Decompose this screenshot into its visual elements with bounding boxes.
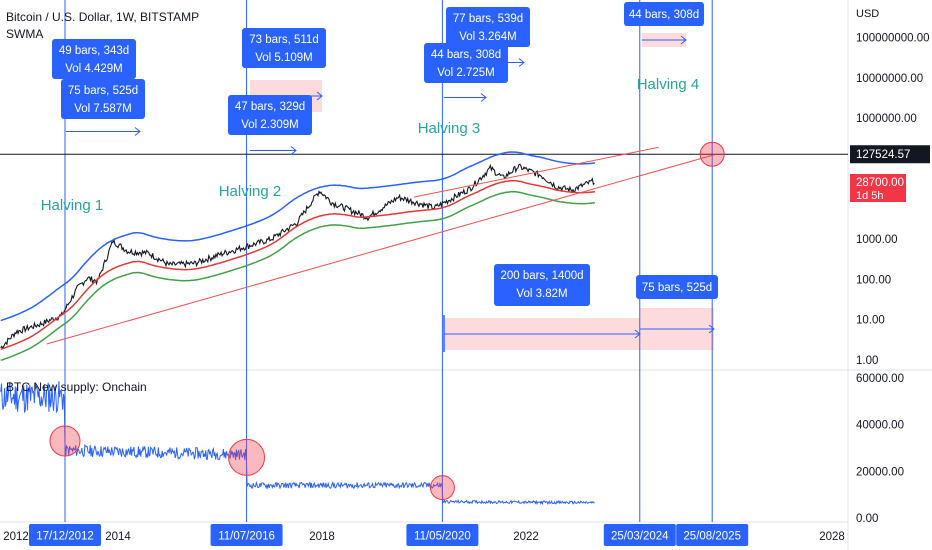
measure-range-arrowhead	[708, 324, 715, 334]
measure-box-line1: 200 bars, 1400d	[500, 270, 583, 282]
measure-range-arrowhead	[634, 329, 641, 339]
time-tick-label: 2012	[3, 531, 29, 543]
indicator-label: SWMA	[6, 27, 44, 41]
measure-box	[424, 43, 508, 83]
current-price-label: 28700.00	[856, 177, 904, 189]
price-tick-label: 1000.00	[856, 234, 898, 246]
supply-tick-label: 0.00	[856, 513, 878, 525]
measure-box-line1: 47 bars, 329d	[235, 101, 305, 113]
measure-box-line1: 73 bars, 511d	[249, 34, 318, 46]
measure-box-line1: 49 bars, 343d	[59, 45, 129, 57]
target-circle	[699, 141, 725, 167]
lower-pane-title: BTC New supply: Onchain	[6, 380, 147, 394]
date-tag-label: 11/07/2016	[218, 531, 275, 543]
measure-box-line2: Vol 2.309M	[241, 119, 299, 131]
middle-band-line	[0, 179, 595, 351]
measure-box-line2: Vol 7.587M	[74, 103, 132, 115]
halving-label: Halving 3	[418, 120, 481, 137]
price-tick-label: 100.00	[856, 274, 891, 286]
countdown-label: 1d 5h	[856, 190, 884, 202]
measure-box-line1: 75 bars, 525d	[68, 85, 138, 97]
measure-box-line2: Vol 3.82M	[516, 288, 567, 300]
measure-box	[494, 264, 590, 306]
measure-box	[61, 79, 145, 119]
measure-box	[624, 2, 704, 26]
measure-box	[228, 95, 312, 135]
measure-range-arrowhead	[134, 127, 141, 136]
date-tag	[406, 524, 479, 546]
trend-line-upper	[413, 146, 659, 198]
halving-circle	[49, 425, 81, 457]
upper-band-line	[0, 151, 596, 322]
date-tag	[210, 524, 283, 546]
halving-label: Halving 1	[41, 197, 104, 214]
price-tick-label: 1000000.00	[856, 113, 917, 125]
price-series	[0, 163, 595, 350]
measure-range-arrowhead	[480, 93, 487, 102]
supply-tick-label: 60000.00	[856, 373, 904, 385]
time-tick-label: 2018	[309, 531, 335, 543]
halving-label: Halving 2	[219, 183, 282, 200]
measure-box	[242, 28, 326, 68]
trend-line	[46, 154, 715, 345]
date-tag-label: 11/05/2020	[414, 531, 471, 543]
supply-tick-label: 40000.00	[856, 420, 904, 432]
measure-box-line1: 44 bars, 308d	[629, 9, 699, 21]
price-tick-label: 10000000.00	[856, 73, 923, 85]
measure-box-line2: Vol 3.264M	[459, 31, 517, 43]
price-axis-unit: USD	[856, 8, 879, 20]
price-tick-label: 100000000.00	[856, 33, 930, 45]
date-tag	[603, 524, 676, 546]
measure-range-arrowhead	[316, 91, 323, 101]
measure-box-line2: Vol 2.725M	[437, 67, 495, 79]
time-tick-label: 2014	[105, 531, 131, 543]
measure-range-arrowhead	[290, 146, 297, 155]
measure-box-line2: Vol 4.429M	[65, 63, 123, 75]
halving-circle	[429, 475, 455, 501]
measure-box-line1: 77 bars, 539d	[453, 13, 523, 25]
measure-box-line2: Vol 5.109M	[255, 52, 313, 64]
measure-box	[52, 39, 136, 79]
price-tick-label: 1.00	[856, 355, 878, 367]
halving-circle	[228, 438, 266, 476]
measure-box	[636, 275, 718, 299]
date-tag-label: 25/03/2024	[611, 531, 669, 543]
measure-range-arrowhead	[680, 35, 687, 45]
supply-series	[0, 381, 595, 506]
time-tick-label: 2028	[819, 531, 845, 543]
price-tick-label: 10.00	[856, 315, 885, 327]
measure-box-line1: 44 bars, 308d	[431, 49, 501, 61]
measure-range-arrowhead	[518, 58, 525, 67]
date-tag-label: 17/12/2012	[36, 531, 94, 543]
time-tick-label: 2022	[513, 531, 539, 543]
date-tag-label: 25/08/2025	[683, 531, 741, 543]
chart-title: Bitcoin / U.S. Dollar, 1W, BITSTAMP	[6, 10, 200, 24]
supply-tick-label: 20000.00	[856, 466, 904, 478]
lower-band-line	[0, 191, 595, 362]
measure-box	[446, 7, 530, 47]
current-price-tag	[850, 174, 906, 202]
measure-box-line1: 75 bars, 525d	[642, 282, 712, 294]
crosshair-price-tag	[850, 145, 930, 164]
date-tag	[676, 524, 749, 546]
halving-label: Halving 4	[637, 76, 700, 93]
crosshair-price-label: 127524.57	[856, 149, 910, 161]
date-tag	[29, 524, 101, 546]
